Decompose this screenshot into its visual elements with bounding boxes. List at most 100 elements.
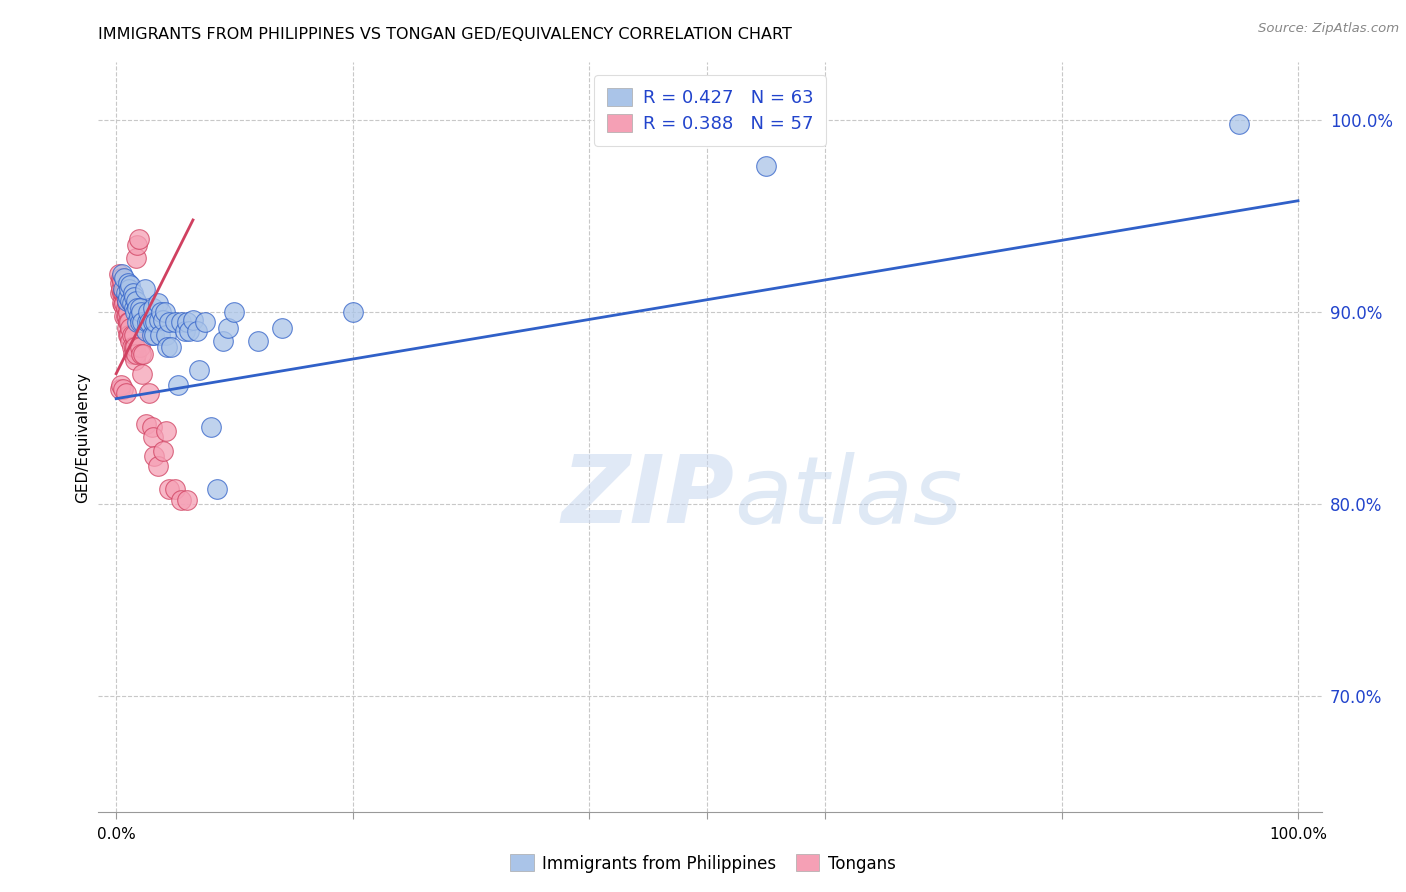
Point (194, 315, 217, 329)
Point (176, 493, 198, 508)
Point (114, 290, 136, 304)
Point (128, 232, 150, 246)
Legend: R = 0.427   N = 63, R = 0.388   N = 57: R = 0.427 N = 63, R = 0.388 N = 57 (593, 75, 827, 145)
Point (115, 320, 138, 334)
Point (124, 305, 146, 319)
Point (176, 315, 198, 329)
Point (112, 382, 135, 396)
Point (110, 378, 132, 392)
Point (125, 293, 148, 308)
Point (141, 420, 163, 434)
Point (142, 315, 165, 329)
Point (142, 301, 165, 316)
Point (1227, 117, 1250, 131)
Point (115, 293, 138, 308)
Text: Source: ZipAtlas.com: Source: ZipAtlas.com (1258, 22, 1399, 36)
Point (114, 285, 136, 300)
Point (156, 340, 179, 354)
Point (135, 417, 157, 431)
Point (152, 443, 174, 458)
Point (121, 295, 143, 310)
Point (129, 347, 152, 361)
Point (187, 363, 209, 377)
Point (142, 430, 165, 444)
Point (146, 295, 169, 310)
Point (115, 309, 138, 323)
Point (150, 305, 173, 319)
Point (108, 277, 131, 291)
Point (131, 367, 153, 381)
Point (125, 252, 148, 266)
Point (115, 295, 138, 310)
Point (112, 282, 135, 296)
Point (128, 301, 150, 316)
Y-axis label: GED/Equivalency: GED/Equivalency (75, 372, 90, 502)
Point (128, 309, 150, 323)
Point (117, 315, 139, 329)
Point (165, 315, 187, 329)
Point (165, 482, 187, 496)
Text: ZIP: ZIP (561, 451, 734, 543)
Point (170, 493, 193, 508)
Point (159, 340, 181, 354)
Point (157, 315, 180, 329)
Point (120, 320, 142, 334)
Point (270, 320, 292, 334)
Point (143, 315, 166, 329)
Point (179, 325, 201, 339)
Point (121, 347, 143, 361)
Point (124, 340, 146, 354)
Point (127, 301, 149, 316)
Point (114, 309, 136, 323)
Point (224, 305, 246, 319)
Point (127, 238, 149, 252)
Point (110, 282, 132, 296)
Point (166, 378, 188, 392)
Point (141, 328, 163, 343)
Point (107, 267, 129, 281)
Point (129, 305, 152, 319)
Point (108, 285, 131, 300)
Point (155, 425, 177, 439)
Legend: Immigrants from Philippines, Tongans: Immigrants from Philippines, Tongans (503, 847, 903, 880)
Point (118, 282, 141, 296)
Point (138, 315, 160, 329)
Point (117, 290, 139, 304)
Point (217, 320, 239, 334)
Point (124, 353, 146, 368)
Point (246, 334, 269, 348)
Point (121, 340, 143, 354)
Point (146, 458, 169, 473)
Point (211, 334, 233, 348)
Point (143, 450, 166, 464)
Point (111, 285, 134, 300)
Point (342, 305, 364, 319)
Point (138, 385, 160, 400)
Point (122, 340, 145, 354)
Point (153, 305, 176, 319)
Point (143, 328, 166, 343)
Point (120, 278, 142, 293)
Point (112, 285, 135, 300)
Point (148, 313, 170, 327)
Point (135, 325, 157, 339)
Point (122, 290, 145, 304)
Point (200, 420, 222, 434)
Point (121, 285, 143, 300)
Point (127, 315, 149, 329)
Point (114, 385, 136, 400)
Point (122, 328, 145, 343)
Point (112, 297, 135, 311)
Point (135, 315, 157, 329)
Text: atlas: atlas (734, 451, 963, 542)
Point (108, 382, 131, 396)
Point (112, 285, 135, 300)
Point (118, 328, 141, 343)
Text: 0.0%: 0.0% (97, 827, 135, 842)
Point (173, 325, 195, 339)
Point (114, 301, 136, 316)
Point (128, 315, 150, 329)
Point (111, 275, 134, 289)
Point (120, 293, 142, 308)
Point (128, 340, 150, 354)
